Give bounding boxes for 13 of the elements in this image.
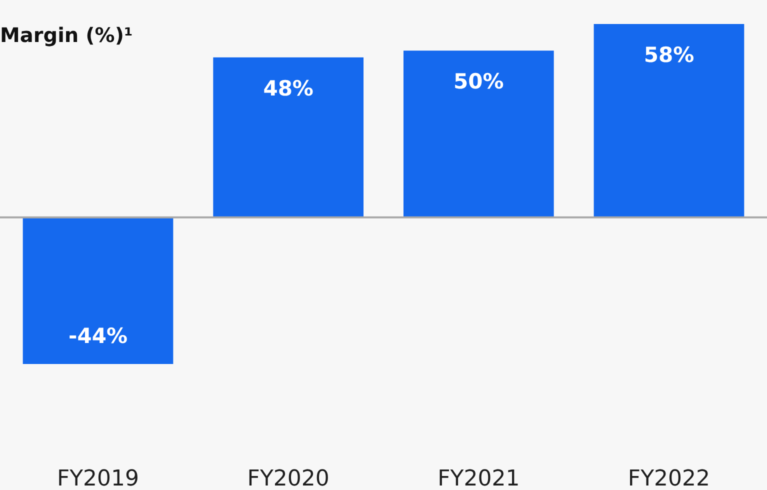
data-label: 48% (263, 76, 314, 100)
chart-title: Margin (%)¹ (0, 23, 133, 47)
data-label: -44% (68, 324, 128, 348)
x-tick-label: FY2022 (628, 466, 710, 490)
x-tick-label: FY2019 (56, 466, 140, 490)
bar (594, 24, 744, 218)
x-tick-label: FY2021 (438, 466, 520, 490)
data-label: 50% (454, 70, 504, 94)
x-tick-label: FY2020 (247, 466, 330, 490)
bar (403, 50, 554, 218)
bar (213, 57, 364, 218)
bar (22, 217, 174, 364)
data-label: 58% (644, 43, 694, 67)
